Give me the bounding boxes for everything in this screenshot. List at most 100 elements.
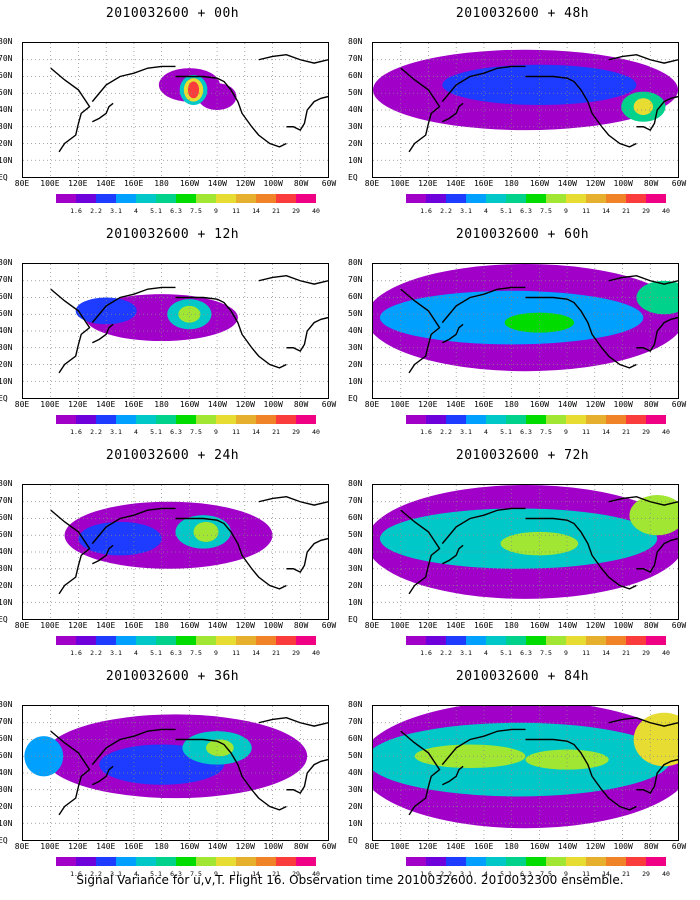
coastline [525, 296, 637, 369]
panel-title: 2010032600 + 72h [455, 448, 590, 463]
longitude-tick-label: 80E [14, 621, 30, 630]
colorbar-label: 4 [134, 428, 138, 436]
colorbar-label: 3.1 [460, 649, 472, 657]
panel-title: 2010032600 + 84h [455, 669, 590, 684]
colorbar-label: 3.1 [460, 870, 472, 878]
colorbar-label: 6.3 [170, 870, 182, 878]
colorbar-swatch [196, 415, 216, 424]
longitude-tick-label: 140E [446, 621, 466, 630]
colorbar-label: 7.5 [540, 649, 552, 657]
longitude-tick-label: 100W [263, 400, 283, 409]
colorbar-label: 7.5 [190, 428, 202, 436]
colorbar-label: 6.3 [170, 649, 182, 657]
longitude-tick-label: 180 [504, 179, 519, 188]
colorbar-label: 11 [582, 428, 590, 436]
colorbar-label: 21 [272, 428, 280, 436]
variance-map [372, 42, 679, 178]
longitude-tick-label: 140W [207, 621, 227, 630]
colorbar-swatch [276, 636, 296, 645]
colorbar-label: 4 [484, 870, 488, 878]
coastline [286, 95, 328, 132]
latitude-tick-label: EQ [0, 173, 8, 182]
longitude-tick-label: 160E [473, 842, 494, 851]
colorbar-swatch [56, 857, 76, 866]
colorbar-label: 29 [292, 207, 300, 215]
colorbar-swatch [486, 857, 506, 866]
longitude-tick-label: 100E [40, 842, 60, 851]
latitude-tick-label: 60N [0, 734, 13, 743]
colorbar-labels: 1.6 2.2 3.1 4 5.1 6.3 7.5 9 11 14 21 29 40 [56, 207, 320, 216]
colorbar-swatch [176, 415, 196, 424]
colorbar-swatch [606, 194, 626, 203]
coastline [258, 717, 328, 727]
colorbar-swatch [446, 857, 466, 866]
latitude-tick-label: 50N [0, 751, 13, 760]
colorbar-swatch [156, 194, 176, 203]
colorbar-label: 6.3 [520, 428, 532, 436]
longitude-tick-label: 160W [529, 179, 550, 188]
latitude-tick-label: 60N [348, 71, 363, 80]
longitude-tick-label: 140E [96, 179, 116, 188]
coastline [258, 54, 328, 64]
colorbar-label: 21 [272, 649, 280, 657]
longitude-tick-label: 160W [179, 400, 200, 409]
longitude-tick-label: 160W [179, 621, 200, 630]
longitude-tick-label: 120W [585, 621, 605, 630]
colorbar-label: 7.5 [540, 870, 552, 878]
colorbar-swatch [176, 636, 196, 645]
map-svg [23, 706, 328, 840]
colorbar-label: 6.3 [520, 649, 532, 657]
colorbar-label: 2.2 [90, 649, 102, 657]
longitude-tick-label: 120W [235, 621, 255, 630]
longitude-tick-label: 80W [643, 621, 659, 630]
colorbar-label: 14 [602, 649, 610, 657]
longitude-tick-label: 100E [390, 179, 410, 188]
variance-map [372, 705, 679, 841]
colorbar-swatch [646, 194, 666, 203]
longitude-tick-label: 180 [154, 179, 169, 188]
coastline [91, 728, 176, 766]
latitude-tick-label: 20N [348, 139, 363, 148]
colorbar-swatch [236, 636, 256, 645]
colorbar-label: 11 [582, 207, 590, 215]
colorbar-label: 2.2 [440, 428, 452, 436]
colorbar-swatch [116, 857, 136, 866]
coastline [608, 275, 678, 285]
colorbar-swatch [256, 194, 276, 203]
colorbar-swatch [236, 415, 256, 424]
colorbar-label: 5.1 [150, 870, 162, 878]
colorbar-swatch [426, 194, 446, 203]
colorbar-swatch [446, 636, 466, 645]
coastline [92, 323, 114, 344]
colorbar-swatch [156, 636, 176, 645]
colorbar-swatch [566, 857, 586, 866]
longitude-tick-label: 120E [68, 842, 88, 851]
longitude-tick-label: 60W [671, 179, 687, 188]
colorbar-swatch [256, 857, 276, 866]
colorbar-label: 3.1 [460, 207, 472, 215]
colorbar-label: 2.2 [440, 207, 452, 215]
colorbar-swatch [56, 415, 76, 424]
latitude-tick-label: 30N [348, 343, 363, 352]
colorbar [406, 857, 666, 866]
colorbar-label: 2.2 [440, 870, 452, 878]
colorbar-label: 4 [134, 207, 138, 215]
longitude-tick-label: 80E [364, 621, 380, 630]
colorbar-label: 9 [214, 207, 218, 215]
forecast-panel: 2010032600 + 48h 80N 70N 60N 50N 40N 30N 20N 10N… [348, 0, 695, 222]
longitude-tick-label: 120E [418, 842, 438, 851]
longitude-tick-label: 60W [671, 621, 687, 630]
coastline [258, 275, 328, 285]
colorbar-label: 29 [292, 428, 300, 436]
colorbar-label: 1.6 [420, 428, 432, 436]
colorbar-label: 7.5 [190, 870, 202, 878]
variance-map [372, 263, 679, 399]
colorbar-swatch [406, 636, 426, 645]
latitude-tick-label: 60N [348, 734, 363, 743]
colorbar-label: 14 [602, 428, 610, 436]
longitude-tick-label: 100E [40, 179, 60, 188]
panel-title: 2010032600 + 12h [105, 227, 240, 242]
colorbar-swatch [566, 636, 586, 645]
longitude-tick-label: 80W [293, 621, 309, 630]
latitude-tick-label: 40N [348, 547, 363, 556]
